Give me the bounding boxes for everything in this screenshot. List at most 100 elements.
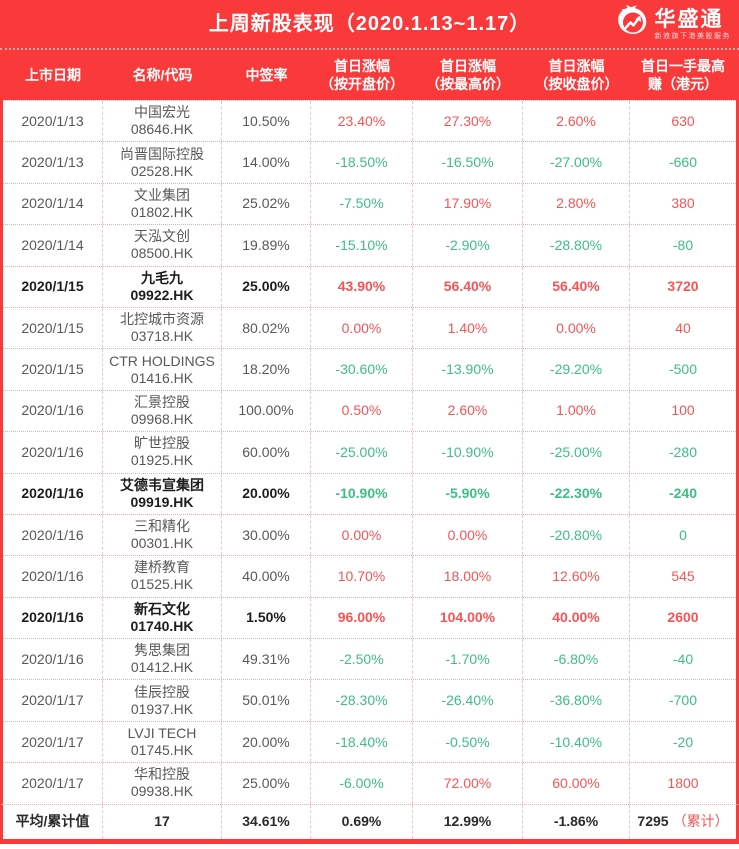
cell-gain-high: -1.70%	[413, 639, 523, 680]
cell-gain-high: -10.90%	[413, 432, 523, 473]
cell-gain-close: 60.00%	[523, 763, 630, 804]
cell-name-code: 新石文化 01740.HK	[103, 597, 222, 639]
cell-listing-date: 2020/1/13	[3, 142, 103, 183]
brand-name: 华盛通	[654, 8, 724, 31]
page-title: 上周新股表现（2020.1.13~1.17）	[208, 13, 531, 35]
cell-gain-open: 0.00%	[311, 514, 413, 556]
footer-lottery-avg: 34.61%	[222, 804, 311, 839]
cell-name-code: 艾德韦宣集团 09919.HK	[103, 473, 222, 514]
table-row: 2020/1/15 北控城市资源 03718.HK 80.02% 0.00% 1.40% 0…	[3, 306, 736, 349]
cell-gain-high: 0.00%	[413, 514, 523, 556]
brand-text-block: 华盛通 新浪旗下港美股服务	[655, 8, 732, 41]
cell-gain-high: 2.60%	[413, 390, 523, 432]
cell-max-profit: -700	[668, 692, 698, 709]
cell-gain-open: 0.50%	[311, 390, 413, 432]
cell-lottery-rate: 50.01%	[222, 680, 311, 721]
cell-lottery-rate: 100.00%	[222, 390, 311, 432]
cell-listing-date: 2020/1/16	[3, 473, 103, 514]
cell-lottery-rate: 40.00%	[222, 556, 311, 597]
cell-listing-date: 2020/1/16	[3, 514, 103, 556]
cell-lottery-rate: 19.89%	[222, 225, 311, 266]
cell-gain-open: -28.30%	[311, 680, 413, 721]
table-row: 2020/1/15 九毛九 09922.HK 25.00% 43.90% 56.40% 56…	[3, 265, 736, 307]
cell-gain-open: -2.50%	[311, 639, 413, 680]
cell-gain-high: 17.90%	[413, 183, 523, 225]
cell-gain-close: 40.00%	[523, 597, 630, 639]
brand-logo: 华盛通 新浪旗下港美股服务	[613, 3, 732, 46]
table-row: 2020/1/13 尚晋国际控股 02528.HK 14.00% -18.50% -16.…	[3, 141, 736, 183]
cell-gain-high: -2.90%	[413, 225, 523, 266]
table-footer-row: 平均/累计值 17 34.61% 0.69% 12.99% -1.86% 729…	[0, 803, 739, 844]
cell-listing-date: 2020/1/16	[3, 390, 103, 432]
cell-gain-open: -7.50%	[311, 183, 413, 225]
table-row: 2020/1/16 汇景控股 09968.HK 100.00% 0.50% 2.60% 1.…	[3, 389, 736, 432]
cell-lottery-rate: 18.20%	[222, 349, 311, 390]
cell-gain-open: -18.50%	[311, 142, 413, 183]
cell-listing-date: 2020/1/15	[3, 349, 103, 390]
footer-close-avg: -1.86%	[523, 804, 630, 839]
cell-gain-high: -0.50%	[413, 721, 523, 763]
cell-gain-close: 0.00%	[523, 307, 630, 349]
table-row: 2020/1/15 CTR HOLDINGS 01416.HK 18.20% -30.6…	[3, 348, 736, 390]
col-header-gain-open: 首日涨幅 （按开盘价）	[320, 58, 404, 92]
cell-gain-high: -13.90%	[413, 349, 523, 390]
cell-max-profit: -20	[672, 733, 694, 750]
cell-max-profit: -280	[668, 443, 698, 460]
cell-gain-close: 2.60%	[523, 101, 630, 142]
cell-listing-date: 2020/1/17	[3, 721, 103, 763]
table-row: 2020/1/13 中国宏光 08646.HK 10.50% 23.40% 27.30% 2…	[3, 100, 736, 142]
cell-gain-high: 18.00%	[413, 556, 523, 597]
cell-gain-close: -27.00%	[523, 142, 630, 183]
table-header-row: 上市日期 名称/代码 中签率 首日涨幅 （按开盘价） 首日涨幅 （按最高价） 首…	[0, 48, 739, 100]
brand-tagline: 新浪旗下港美股服务	[654, 33, 731, 40]
cell-listing-date: 2020/1/16	[3, 432, 103, 473]
cell-name-code: 旷世控股 01925.HK	[103, 432, 222, 473]
cell-name-code: 尚晋国际控股 02528.HK	[103, 142, 222, 183]
cell-gain-close: 12.60%	[523, 556, 630, 597]
cell-name-code: 天泓文创 08500.HK	[103, 225, 222, 266]
cell-name-code: 北控城市资源 03718.HK	[103, 307, 222, 349]
cell-listing-date: 2020/1/13	[3, 101, 103, 142]
cell-lottery-rate: 25.00%	[222, 763, 311, 804]
cell-lottery-rate: 49.31%	[222, 639, 311, 680]
cell-gain-high: -5.90%	[413, 473, 523, 514]
cell-lottery-rate: 1.50%	[222, 597, 311, 639]
cell-gain-open: 10.70%	[311, 556, 413, 597]
cell-name-code: 华和控股 09938.HK	[103, 763, 222, 804]
cell-gain-close: -22.30%	[523, 473, 630, 514]
cell-gain-close: -28.80%	[523, 225, 630, 266]
cell-listing-date: 2020/1/16	[3, 556, 103, 597]
col-header-listing-date: 上市日期	[25, 67, 81, 83]
table-row: 2020/1/14 文业集团 01802.HK 25.02% -7.50% 17.90% 2…	[3, 182, 736, 225]
cell-name-code: 九毛九 09922.HK	[103, 266, 222, 307]
table-row: 2020/1/16 隽思集团 01412.HK 49.31% -2.50% -1.70% -…	[3, 638, 736, 680]
cell-max-profit: -660	[668, 154, 698, 171]
cell-gain-close: -25.00%	[523, 432, 630, 473]
cell-name-code: LVJI TECH 01745.HK	[103, 721, 222, 763]
cell-gain-high: 72.00%	[413, 763, 523, 804]
flame-arrow-icon	[613, 3, 651, 46]
cell-name-code: 三和精化 00301.HK	[103, 514, 222, 556]
table-row: 2020/1/17 佳辰控股 01937.HK 50.01% -28.30% -26.40…	[3, 679, 736, 721]
footer-open-avg: 0.69%	[311, 804, 413, 839]
cell-max-profit: -240	[668, 485, 698, 502]
col-header-lottery-rate: 中签率	[245, 67, 288, 83]
cell-lottery-rate: 80.02%	[222, 307, 311, 349]
cell-max-profit: 545	[671, 567, 695, 584]
cell-gain-close: 2.80%	[523, 183, 630, 225]
table-row: 2020/1/17 华和控股 09938.HK 25.00% -6.00% 72.00% 6…	[3, 762, 736, 804]
footer-profit-value: 7295	[637, 813, 669, 830]
cell-lottery-rate: 20.00%	[222, 721, 311, 763]
cell-lottery-rate: 25.00%	[222, 266, 311, 307]
table-row: 2020/1/17 LVJI TECH 01745.HK 20.00% -18.40% -…	[3, 720, 736, 763]
cell-max-profit: 3720	[667, 278, 699, 295]
table-row: 2020/1/16 三和精化 00301.HK 30.00% 0.00% 0.00% -20…	[3, 513, 736, 556]
cell-gain-high: 104.00%	[413, 597, 523, 639]
cell-name-code: 中国宏光 08646.HK	[103, 101, 222, 142]
table-body: 2020/1/13 中国宏光 08646.HK 10.50% 23.40% 27.30% 2…	[0, 100, 739, 804]
cell-gain-open: -30.60%	[311, 349, 413, 390]
cell-gain-open: 96.00%	[311, 597, 413, 639]
cell-name-code: 建桥教育 01525.HK	[103, 556, 222, 597]
cell-name-code: 隽思集团 01412.HK	[103, 639, 222, 680]
